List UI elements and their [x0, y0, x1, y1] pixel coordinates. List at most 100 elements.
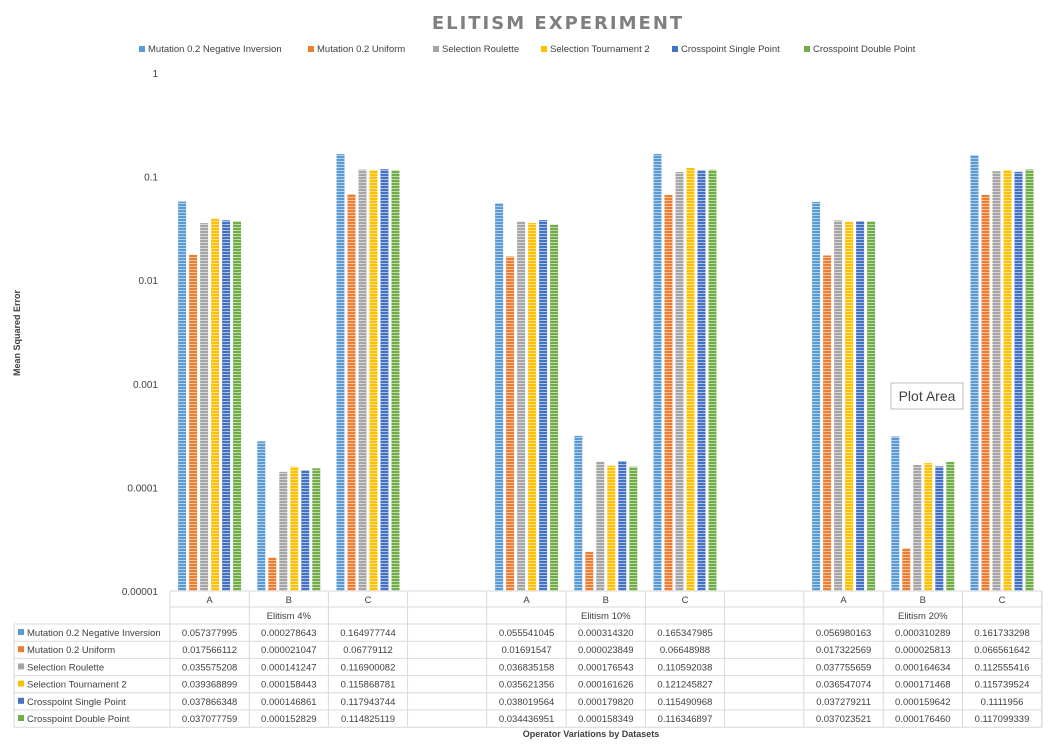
table-cell-value: 0.000164634	[895, 662, 950, 673]
table-cell-value: 0.000176460	[895, 714, 950, 725]
table-cell-value: 0.037077759	[182, 714, 237, 725]
legend-label: Selection Tournament 2	[550, 44, 650, 55]
bar	[585, 551, 594, 591]
bar	[845, 221, 854, 591]
table-cell-value: 0.115739524	[975, 680, 1030, 691]
bar	[1014, 171, 1023, 591]
bars	[178, 153, 1034, 592]
table-legend-key	[18, 680, 24, 687]
y-axis-title: Mean Squared Error	[12, 289, 22, 376]
y-tick-label: 0.00001	[122, 587, 159, 598]
table-cell-value: 0.06648988	[660, 645, 710, 656]
table-cell-value: 0.000158443	[261, 680, 316, 691]
bar	[823, 255, 832, 591]
table-cell-value: 0.035575208	[182, 662, 237, 673]
table-legend-key	[18, 646, 24, 653]
table-cell-value: 0.116346897	[658, 714, 713, 725]
table-cell-value: 0.055541045	[499, 628, 554, 639]
table-series-name: Crosspoint Double Point	[27, 714, 130, 725]
table-cell-value: 0.037279211	[816, 697, 871, 708]
legend-item: Mutation 0.2 Negative Inversion	[139, 44, 282, 55]
bar	[607, 465, 616, 591]
table-cell-value: 0.110592038	[658, 662, 713, 673]
legend-item: Mutation 0.2 Uniform	[308, 44, 405, 55]
x-group-label: Elitism 4%	[267, 611, 312, 622]
bar	[312, 468, 321, 591]
bar	[981, 194, 990, 591]
table-cell-value: 0.000314320	[578, 628, 633, 639]
bar	[279, 471, 288, 591]
table-cell-value: 0.000023849	[578, 645, 633, 656]
table-cell-value: 0.114825119	[341, 714, 395, 725]
table-cell-value: 0.115868781	[341, 680, 396, 691]
legend-swatch	[672, 46, 678, 52]
bar	[200, 223, 209, 591]
table-series-name: Mutation 0.2 Negative Inversion	[27, 628, 161, 639]
table-legend-key	[18, 715, 24, 721]
bar	[178, 201, 187, 591]
table-cell-value: 0.01691547	[501, 645, 551, 656]
table-cell-value: 0.000310289	[895, 628, 950, 639]
x-group-label: Elitism 20%	[898, 611, 948, 622]
table-cell-value: 0.117943744	[341, 697, 396, 708]
table-cell-value: 0.017322569	[816, 645, 871, 656]
legend-swatch	[308, 46, 314, 52]
table-cell-value: 0.035621356	[499, 680, 554, 691]
table-cell-value: 0.000176543	[578, 662, 633, 673]
table-cell-value: 0.036835158	[499, 662, 554, 673]
table-series-name: Selection Tournament 2	[27, 680, 127, 691]
table-cell-value: 0.000278643	[261, 628, 316, 639]
table-cell-value: 0.038019564	[499, 697, 554, 708]
bar	[686, 167, 695, 591]
x-axis-title: Operator Variations by Datasets	[523, 729, 660, 739]
table-cell-value: 0.000161626	[578, 680, 633, 691]
bar	[1003, 170, 1012, 591]
bar	[257, 441, 266, 591]
bar	[336, 154, 345, 591]
bar	[653, 153, 662, 591]
bar	[834, 220, 843, 591]
table-series-name: Mutation 0.2 Uniform	[27, 645, 115, 656]
bar	[970, 154, 979, 591]
y-tick-label: 1	[152, 69, 158, 80]
bar	[358, 169, 367, 591]
y-tick-label: 0.01	[139, 276, 159, 287]
bar	[211, 218, 220, 591]
table-cell-value: 0.056980163	[816, 628, 871, 639]
y-axis: 0.00001 0.0001 0.001 0.01 0.1 1	[122, 69, 159, 598]
table-cell-value: 0.017566112	[182, 645, 237, 656]
table-cell-value: 0.037023521	[816, 714, 871, 725]
bar	[380, 169, 389, 591]
bar	[867, 221, 876, 591]
bar	[528, 223, 537, 592]
x-category-label: A	[523, 595, 530, 606]
bar	[856, 220, 865, 592]
x-category-label: B	[286, 595, 292, 606]
chart-title: ELITISM EXPERIMENT	[432, 13, 684, 34]
table-cell-value: 0.000179820	[578, 697, 633, 708]
table-legend-key	[18, 663, 24, 670]
x-group-label: Elitism 10%	[581, 611, 631, 622]
table-cell-value: 0.161733298	[974, 628, 1029, 639]
legend-label: Selection Roulette	[442, 44, 519, 55]
y-tick-label: 0.001	[133, 380, 158, 391]
plot-area-tooltip: Plot Area	[890, 382, 964, 410]
table-cell-value: 0.036547074	[816, 680, 871, 691]
table-legend-key	[18, 629, 24, 635]
table-cell-value: 0.039368899	[182, 680, 237, 691]
bar	[891, 436, 900, 591]
legend-item: Crosspoint Single Point	[672, 44, 780, 55]
x-category-label: C	[999, 595, 1006, 606]
legend-label: Mutation 0.2 Uniform	[317, 44, 405, 55]
x-category-label: B	[920, 595, 926, 606]
legend-swatch	[433, 46, 439, 52]
table-series-name: Selection Roulette	[27, 662, 104, 673]
table-cell-value: 0.000158349	[578, 714, 633, 725]
bar	[1025, 169, 1034, 592]
table-cell-value: 0.000021047	[261, 645, 316, 656]
plot-area-tooltip-text: Plot Area	[899, 388, 956, 404]
bar	[347, 194, 356, 591]
table-cell-value: 0.112555416	[975, 662, 1030, 673]
bar	[946, 461, 955, 591]
